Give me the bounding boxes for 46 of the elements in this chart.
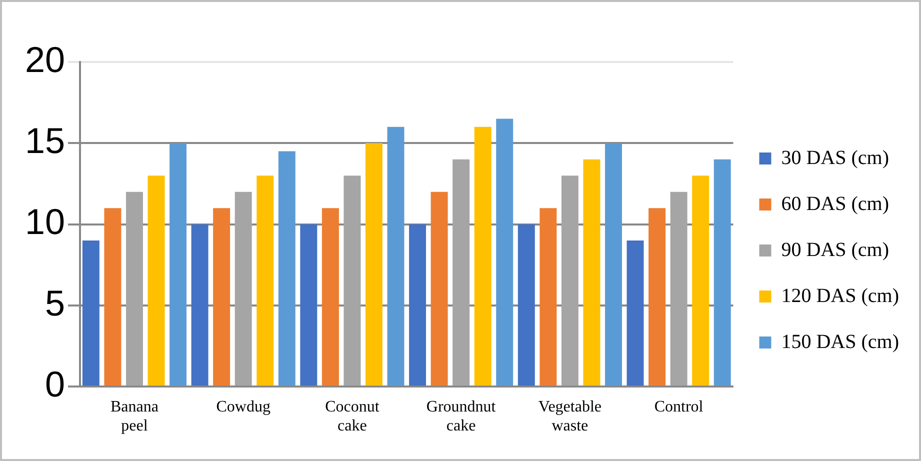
bar [82, 240, 100, 386]
x-tick-label: Cowdug [216, 398, 270, 416]
bar [344, 176, 361, 386]
bar [474, 126, 492, 386]
bar [452, 159, 470, 386]
y-tick-label: 20 [24, 38, 66, 80]
bar [692, 176, 710, 386]
bar [409, 224, 426, 386]
bar [648, 208, 666, 386]
bar [213, 208, 230, 386]
x-tick-label: Vegetable waste [538, 398, 602, 435]
y-tick-label: 15 [24, 120, 66, 162]
y-tick-label: 10 [24, 201, 66, 242]
bar [540, 208, 557, 386]
bar [234, 192, 252, 386]
bar [430, 192, 448, 386]
bar [104, 208, 122, 386]
bar [496, 118, 514, 386]
bar [170, 143, 187, 386]
bar [148, 176, 165, 386]
bar [583, 159, 600, 386]
y-tick-label: 0 [45, 364, 66, 405]
bar [256, 176, 274, 386]
legend-label: 150 DAS (cm) [781, 330, 899, 353]
bar [322, 208, 339, 386]
legend-label: 30 DAS (cm) [781, 146, 889, 169]
x-tick-label: Coconut cake [325, 398, 380, 435]
legend-label: 90 DAS (cm) [781, 238, 889, 261]
x-tick-label: Control [654, 398, 704, 416]
legend-label: 60 DAS (cm) [781, 192, 889, 215]
bar [191, 224, 208, 386]
bar [670, 192, 688, 386]
x-tick-label: Banana peel [110, 398, 158, 435]
bar [387, 126, 404, 386]
bar [365, 143, 382, 386]
bar [278, 151, 296, 386]
bar [126, 192, 143, 386]
y-tick-label: 5 [45, 282, 66, 324]
bar [604, 143, 622, 386]
bar [518, 224, 535, 386]
bar [626, 240, 644, 386]
x-tick-label: Groundnut cake [426, 398, 496, 435]
legend-label: 120 DAS (cm) [781, 284, 899, 307]
bar [300, 224, 318, 386]
bar [714, 159, 731, 386]
bar [561, 176, 578, 386]
